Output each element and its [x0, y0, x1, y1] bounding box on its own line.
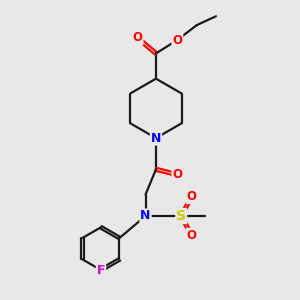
- Text: O: O: [172, 34, 182, 46]
- Text: O: O: [133, 32, 142, 44]
- Text: O: O: [187, 229, 196, 242]
- Text: S: S: [176, 209, 186, 223]
- Text: N: N: [140, 209, 151, 223]
- Text: O: O: [187, 190, 196, 203]
- Text: N: N: [151, 132, 161, 145]
- Text: F: F: [97, 264, 105, 277]
- Text: O: O: [172, 168, 182, 181]
